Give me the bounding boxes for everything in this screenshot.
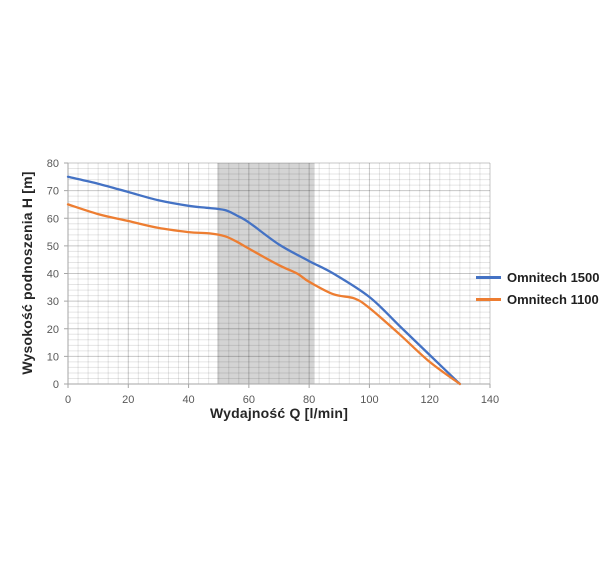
series-line-omnitech-1500 <box>66 175 462 386</box>
y-axis-title: Wysokość podnoszenia H [m] <box>19 171 35 375</box>
y-tick-label: 10 <box>47 351 59 363</box>
legend-line-swatch-blue <box>476 276 501 279</box>
x-tick-label: 60 <box>243 394 255 406</box>
tick-labels: 0 20 40 60 80 100 120 140 0 10 20 30 40 50 60 70 80 <box>47 158 499 406</box>
y-tick-label: 40 <box>47 269 59 281</box>
legend-item-omnitech-1500: Omnitech 1500 <box>476 270 600 285</box>
x-tick-label: 80 <box>303 394 315 406</box>
y-tick-label: 80 <box>47 158 59 170</box>
y-tick-label: 70 <box>47 186 59 198</box>
axes <box>64 162 491 388</box>
y-tick-label: 20 <box>47 324 59 336</box>
x-tick-label: 140 <box>481 394 499 406</box>
major-gridlines <box>68 162 491 384</box>
y-tick-label: 30 <box>47 296 59 308</box>
legend-line-swatch-orange <box>476 298 501 301</box>
y-tick-label: 50 <box>47 241 59 253</box>
legend-item-omnitech-1100: Omnitech 1100 <box>476 292 600 307</box>
y-tick-label: 60 <box>47 213 59 225</box>
legend-label-omnitech-1500: Omnitech 1500 <box>507 270 600 285</box>
x-tick-label: 40 <box>182 394 194 406</box>
x-tick-label: 0 <box>65 394 71 406</box>
x-tick-label: 100 <box>360 394 378 406</box>
series-line-omnitech-1100 <box>66 203 462 386</box>
legend-label-omnitech-1100: Omnitech 1100 <box>507 292 599 307</box>
legend: Omnitech 1500 Omnitech 1100 <box>476 270 600 307</box>
x-tick-label: 20 <box>122 394 134 406</box>
minor-gridlines <box>68 163 490 384</box>
x-axis-title: Wydajność Q [l/min] <box>209 405 349 421</box>
x-tick-label: 120 <box>421 394 439 406</box>
y-tick-label: 0 <box>53 379 59 391</box>
